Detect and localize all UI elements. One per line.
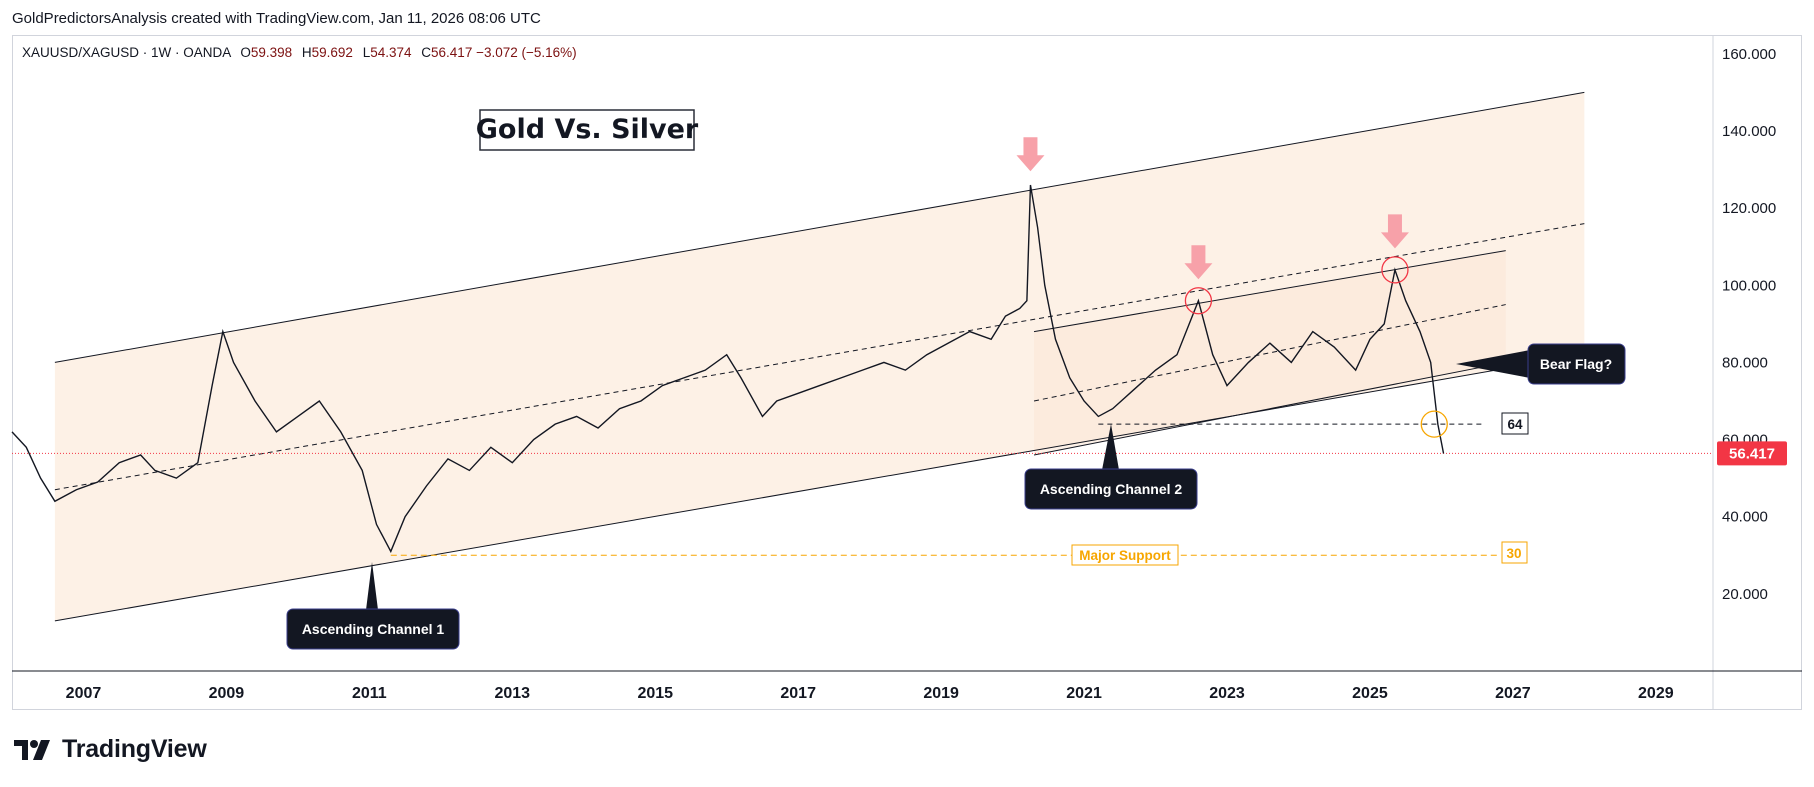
y-tick-label-7: 20.000	[1722, 586, 1768, 603]
open-value: 59.398	[250, 45, 293, 60]
circle-marker-2022	[1184, 287, 1213, 315]
callout-channel-1-box	[286, 608, 460, 650]
x-tick-label-1: 2009	[209, 685, 245, 702]
callout-channel-2[interactable]: Ascending Channel 2	[1024, 424, 1198, 510]
chart-title: Gold Vs. Silver	[476, 114, 699, 145]
close-value: 56.417	[431, 45, 473, 60]
y-tick-label-3: 100.000	[1722, 277, 1776, 294]
high-value: 59.692	[311, 45, 353, 60]
arrow-down-icon-2022	[1184, 245, 1213, 280]
change-value: −3.072 (−5.16%)	[476, 45, 577, 60]
callout-channel-2-box	[1024, 468, 1198, 510]
price-axis[interactable]: 160.000140.000120.000100.00080.00060.000…	[1722, 46, 1776, 603]
tradingview-brand: TradingView	[62, 735, 207, 763]
callout-bear-flag[interactable]: Bear Flag?	[1456, 343, 1626, 385]
price-series-line[interactable]	[11, 184, 1445, 554]
close-label: C	[421, 45, 432, 60]
symbol-label[interactable]: XAUUSD/XAGUSD · 1W · OANDA	[22, 45, 231, 60]
callout-channel-1-pointer	[366, 562, 378, 610]
x-tick-label-4: 2015	[637, 685, 673, 702]
chart-caption: GoldPredictorsAnalysis created with Trad…	[12, 10, 541, 27]
level-64-label: 64	[1507, 417, 1523, 432]
x-tick-label-6: 2019	[923, 685, 959, 702]
major-support-label-box	[1071, 544, 1179, 566]
y-tick-label-2: 120.000	[1722, 200, 1776, 217]
channel-2-upper-line[interactable]	[1033, 250, 1506, 333]
level-64-box	[1501, 412, 1529, 435]
callout-bear-flag-pointer	[1456, 350, 1530, 378]
tradingview-logo-icon	[14, 739, 50, 760]
tradingview-logo[interactable]: TradingView	[14, 735, 207, 764]
x-tick-label-10: 2027	[1495, 685, 1531, 702]
x-tick-label-2: 2011	[352, 685, 387, 702]
x-tick-label-0: 2007	[66, 685, 102, 702]
channel-1-lower-line[interactable]	[54, 354, 1585, 622]
low-value: 54.374	[370, 45, 412, 60]
callout-bear-flag-label: Bear Flag?	[1540, 356, 1612, 372]
y-tick-label-0: 160.000	[1722, 46, 1776, 63]
circle-marker-2025	[1381, 256, 1409, 284]
channel-1-upper-line[interactable]	[54, 91, 1585, 363]
open-label: O	[240, 45, 251, 60]
callout-channel-1[interactable]: Ascending Channel 1	[286, 562, 460, 650]
peak-markers	[1016, 137, 1448, 438]
y-tick-label-4: 80.000	[1722, 354, 1768, 371]
ohlc-legend: XAUUSD/XAGUSD · 1W · OANDA O59.398 H59.6…	[22, 45, 577, 60]
callout-channel-2-label: Ascending Channel 2	[1040, 481, 1183, 497]
major-support-label: Major Support	[1079, 548, 1171, 563]
last-price-value: 56.417	[1729, 445, 1775, 462]
x-tick-label-7: 2021	[1066, 685, 1102, 702]
callout-channel-2-pointer	[1102, 424, 1119, 470]
x-tick-label-5: 2017	[780, 685, 816, 702]
x-tick-label-11: 2029	[1638, 685, 1674, 702]
support-value-box	[1501, 541, 1528, 564]
channel-1-mid-line[interactable]	[54, 223, 1585, 491]
callout-channel-1-label: Ascending Channel 1	[302, 621, 445, 637]
x-tick-label-3: 2013	[494, 685, 530, 702]
channel-2-fill	[1034, 250, 1506, 455]
x-tick-label-8: 2023	[1209, 685, 1245, 702]
support-value-label: 30	[1506, 546, 1521, 561]
circle-marker-level-64	[1420, 410, 1448, 438]
last-price-badge	[1717, 441, 1787, 466]
title-box	[479, 109, 695, 151]
x-tick-label-9: 2025	[1352, 685, 1388, 702]
y-tick-label-1: 140.000	[1722, 123, 1776, 140]
high-label: H	[301, 45, 312, 60]
callout-bear-flag-box	[1527, 343, 1626, 385]
arrow-down-icon-2025	[1380, 214, 1409, 249]
chart-frame[interactable]	[12, 35, 1802, 710]
arrow-down-icon-2020	[1016, 137, 1045, 172]
y-tick-label-6: 40.000	[1722, 509, 1768, 526]
low-label: L	[362, 45, 371, 60]
time-axis[interactable]: 2007 2009 2011 2013 2015 2017 2019 2021 2023 2025…	[66, 685, 1674, 702]
